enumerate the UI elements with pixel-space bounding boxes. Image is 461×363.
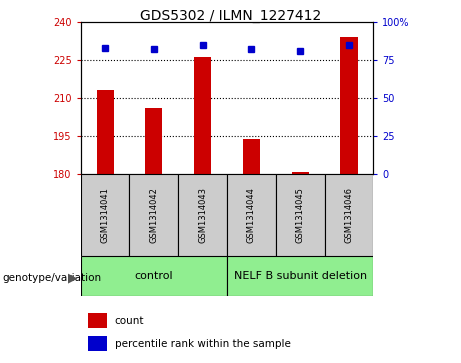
Bar — [130, 174, 178, 256]
Bar — [243, 139, 260, 174]
Bar — [325, 174, 373, 256]
Text: percentile rank within the sample: percentile rank within the sample — [115, 339, 290, 348]
Bar — [178, 174, 227, 256]
Bar — [292, 172, 309, 174]
Text: GSM1314046: GSM1314046 — [344, 187, 354, 243]
Bar — [96, 90, 113, 174]
Text: GSM1314045: GSM1314045 — [296, 187, 305, 243]
Bar — [88, 313, 107, 328]
Bar — [145, 108, 162, 174]
Text: GDS5302 / ILMN_1227412: GDS5302 / ILMN_1227412 — [140, 9, 321, 23]
Bar — [227, 256, 373, 296]
Bar — [81, 256, 227, 296]
Text: control: control — [135, 271, 173, 281]
Bar — [88, 336, 107, 351]
Text: GSM1314041: GSM1314041 — [100, 187, 110, 243]
Text: count: count — [115, 316, 144, 326]
Text: GSM1314043: GSM1314043 — [198, 187, 207, 243]
Bar — [276, 174, 325, 256]
Bar — [227, 174, 276, 256]
Bar — [341, 37, 358, 174]
Text: ▶: ▶ — [68, 271, 77, 284]
Text: GSM1314044: GSM1314044 — [247, 187, 256, 243]
Text: GSM1314042: GSM1314042 — [149, 187, 159, 243]
Text: NELF B subunit deletion: NELF B subunit deletion — [234, 271, 367, 281]
Bar — [81, 174, 130, 256]
Bar — [194, 57, 211, 174]
Text: genotype/variation: genotype/variation — [2, 273, 101, 283]
